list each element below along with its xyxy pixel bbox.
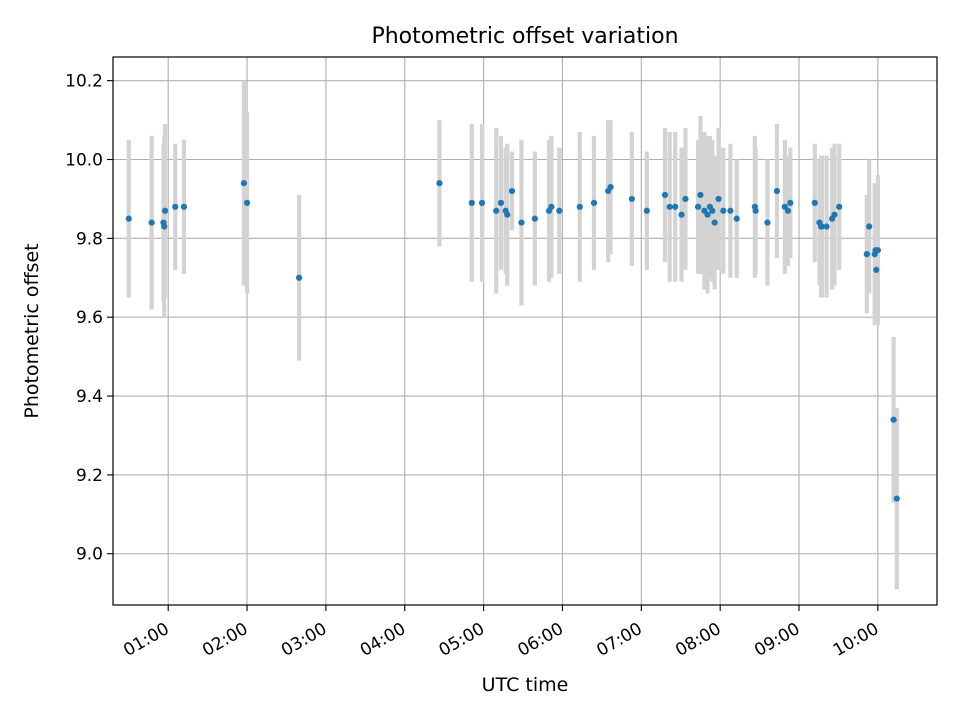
- data-point: [240, 180, 247, 187]
- data-point: [295, 274, 303, 281]
- data-point: [180, 203, 188, 210]
- data-point: [773, 187, 781, 195]
- data-point: [715, 195, 722, 203]
- data-point: [873, 266, 880, 273]
- y-tick-label: 9.2: [76, 466, 103, 486]
- data-point: [125, 215, 132, 222]
- data-point: [493, 207, 500, 214]
- data-point: [148, 219, 155, 226]
- data-point: [890, 416, 897, 423]
- y-tick-label: 9.4: [76, 387, 103, 407]
- data-point: [672, 203, 679, 210]
- data-point: [678, 211, 685, 218]
- data-point: [643, 207, 650, 214]
- data-point: [818, 223, 825, 230]
- y-tick-label: 10.0: [65, 151, 103, 171]
- data-point: [831, 211, 838, 218]
- y-tick-label: 9.0: [76, 545, 103, 565]
- x-axis-label: UTC time: [482, 674, 569, 696]
- data-point: [874, 247, 881, 254]
- data-point: [666, 203, 673, 210]
- data-point: [720, 207, 727, 214]
- data-point: [590, 199, 598, 206]
- data-point: [711, 219, 718, 226]
- data-point: [548, 203, 555, 210]
- data-point: [661, 191, 669, 199]
- data-points: [125, 180, 900, 502]
- data-point: [243, 199, 251, 206]
- data-point: [823, 223, 830, 230]
- data-point: [784, 207, 792, 214]
- data-point: [161, 207, 169, 214]
- y-axis: 9.0 9.2 9.4 9.6 9.8 10.0 10.2: [65, 72, 113, 565]
- data-point: [508, 187, 516, 195]
- y-axis-label: Photometric offset: [21, 243, 43, 418]
- data-point: [694, 203, 702, 210]
- data-point: [752, 207, 759, 214]
- chart-title: Photometric offset variation: [371, 24, 678, 49]
- data-point: [504, 211, 511, 218]
- grid: [113, 57, 937, 605]
- data-point: [468, 199, 475, 206]
- data-point: [518, 219, 525, 226]
- plot-area-frame: [112, 56, 938, 606]
- data-point: [172, 203, 179, 210]
- data-point: [704, 211, 711, 218]
- y-tick-label: 9.8: [76, 229, 103, 249]
- data-point: [811, 199, 818, 206]
- data-point: [576, 203, 583, 210]
- data-point: [682, 195, 689, 203]
- data-point: [556, 207, 563, 214]
- data-point: [531, 215, 538, 222]
- data-point: [863, 251, 870, 258]
- data-point: [436, 180, 443, 187]
- data-point: [764, 219, 771, 226]
- data-point: [836, 203, 843, 210]
- data-point: [697, 191, 704, 199]
- data-point: [787, 199, 794, 206]
- y-tick-label: 10.2: [65, 72, 103, 92]
- data-point: [628, 195, 635, 203]
- y-tick-label: 9.6: [76, 308, 103, 328]
- data-point: [497, 199, 505, 206]
- data-point: [161, 223, 168, 230]
- data-point: [607, 184, 614, 191]
- data-point: [727, 207, 734, 214]
- data-point: [709, 207, 716, 214]
- data-point: [866, 223, 873, 230]
- data-point: [478, 199, 486, 206]
- data-point: [893, 495, 900, 502]
- data-point: [733, 215, 740, 222]
